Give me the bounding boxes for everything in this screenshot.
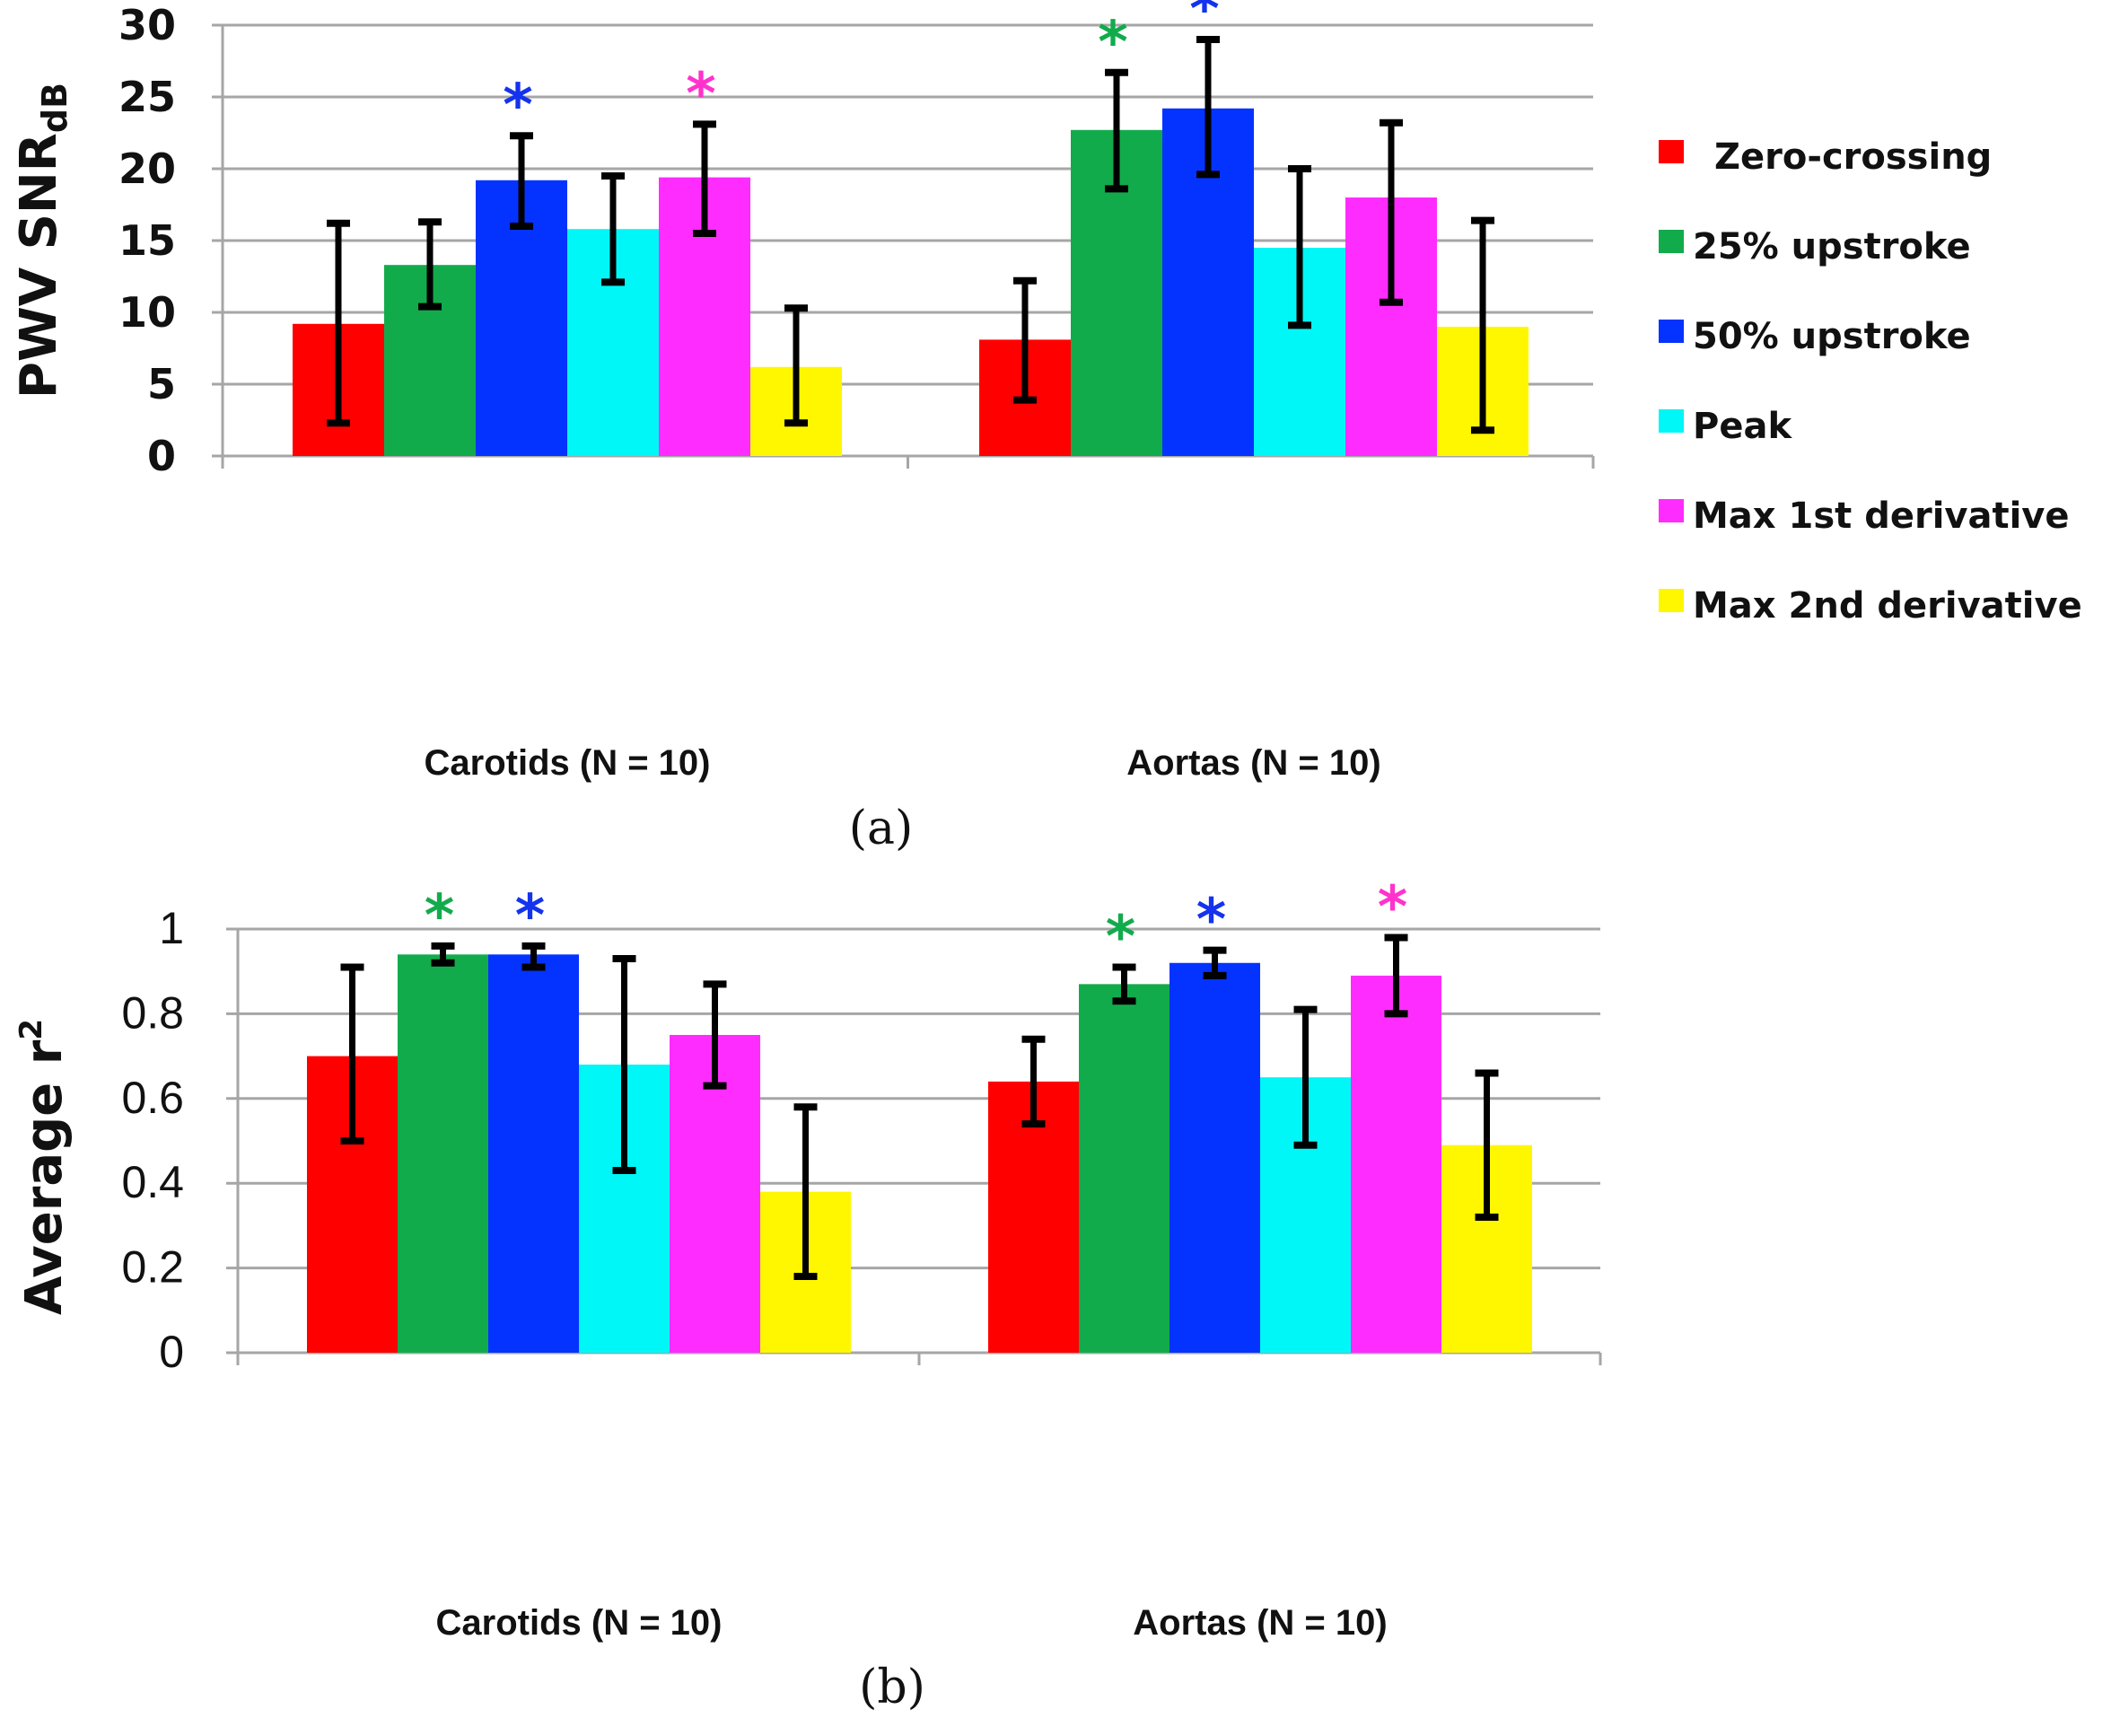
y-tick-label: 1 — [159, 903, 184, 953]
y-tick-label: 5 — [147, 360, 176, 408]
bar — [488, 954, 579, 1353]
significance-star: * — [1378, 874, 1407, 941]
bar — [1170, 962, 1260, 1353]
legend-swatch — [1659, 320, 1684, 343]
y-axis-label: Average r2 — [13, 1019, 74, 1315]
significance-star: * — [1106, 904, 1135, 970]
legend-label: Max 1st derivative — [1693, 495, 2070, 537]
legend-swatch — [1659, 499, 1684, 522]
legend-swatch — [1659, 140, 1684, 163]
x-category-label: Aortas (N = 10) — [1133, 1603, 1387, 1643]
y-tick-label: 0.4 — [121, 1157, 184, 1207]
x-category-label: Carotids (N = 10) — [436, 1603, 723, 1643]
bar — [1351, 975, 1441, 1353]
legend-label: 25% upstroke — [1693, 226, 1971, 267]
y-tick-label: 0 — [159, 1327, 184, 1377]
legend-label: 50% upstroke — [1693, 316, 1971, 357]
y-tick-label: 20 — [118, 145, 176, 193]
y-tick-label: 30 — [118, 1, 176, 49]
legend-label: Max 2nd derivative — [1693, 585, 2082, 627]
y-tick-label: 0.2 — [121, 1242, 184, 1293]
x-category-label: Carotids (N = 10) — [425, 743, 711, 783]
y-tick-label: 15 — [118, 216, 176, 265]
significance-star: * — [425, 883, 454, 950]
panel-b-r2-chart: 0 0.2 0.4 0.6 0.8 1 * * Carotids (N = 10) * * * Aort… — [13, 874, 1602, 1714]
legend-label: Peak — [1693, 406, 1792, 447]
y-tick-label: 0.6 — [121, 1073, 184, 1123]
legend-swatch — [1659, 230, 1684, 253]
y-axis-label: PWV SNRdB — [10, 83, 74, 399]
panel-a-snr-chart: 0 5 10 15 20 25 30 * * Carotids (N = 10) * * Aortas … — [10, 0, 1595, 855]
significance-star: * — [503, 73, 532, 139]
x-category-label: Aortas (N = 10) — [1126, 743, 1380, 783]
y-tick-label: 0 — [147, 432, 176, 480]
y-tick-label: 10 — [118, 288, 176, 337]
y-tick-label: 0.8 — [121, 987, 184, 1038]
significance-star: * — [1189, 0, 1219, 43]
legend-label: Zero-crossing — [1714, 136, 1992, 178]
bar — [1079, 984, 1170, 1353]
panel-caption: (a) — [849, 802, 914, 855]
panel-caption: (b) — [859, 1661, 925, 1714]
y-tick-label: 25 — [118, 73, 176, 121]
significance-star: * — [1196, 888, 1226, 954]
legend: Zero-crossing 25% upstroke 50% upstroke Pea… — [1659, 136, 2082, 627]
significance-star: * — [686, 61, 715, 127]
bar — [398, 954, 488, 1353]
significance-star: * — [1098, 10, 1127, 76]
significance-star: * — [515, 883, 545, 950]
legend-swatch — [1659, 409, 1684, 433]
legend-swatch — [1659, 589, 1684, 612]
